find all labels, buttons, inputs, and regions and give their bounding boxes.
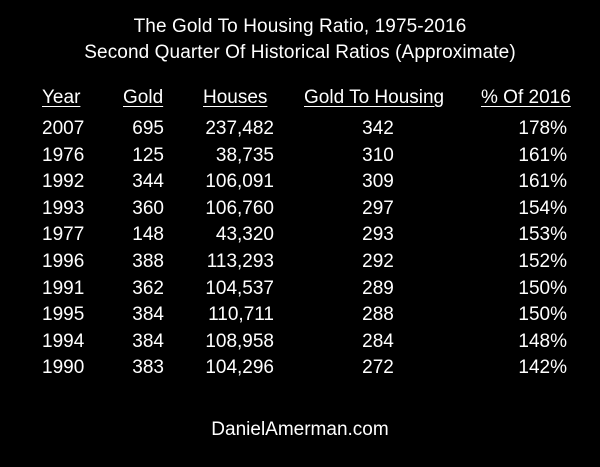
table-cell-gold: 384	[132, 304, 164, 326]
table-cell-year: 1995	[42, 304, 85, 326]
table-cell-ratio: 288	[362, 304, 394, 326]
table-cell-gold: 362	[132, 277, 164, 299]
table-cell-year: 1994	[42, 330, 85, 352]
table-cell-year: 1992	[42, 171, 85, 193]
table-cell-year: 2007	[42, 118, 85, 139]
table-cell-houses: 38,735	[215, 144, 274, 166]
table-cell-houses: 104,296	[205, 357, 274, 379]
table-cell-year: 1996	[42, 251, 85, 272]
table-cell-houses: 106,760	[205, 197, 274, 219]
table-cell-gold: 383	[132, 357, 164, 379]
table-cell-pct: 153%	[518, 224, 567, 246]
table-cell-ratio: 293	[362, 224, 394, 246]
table-cell-gold: 344	[132, 171, 164, 193]
column-header-houses: Houses	[203, 87, 268, 108]
table-cell-pct: 150%	[518, 277, 567, 299]
table-cell-ratio: 289	[362, 277, 394, 299]
table-cell-pct: 161%	[518, 171, 567, 193]
column-header-ratio: Gold To Housing	[304, 87, 445, 108]
table-cell-pct: 161%	[518, 144, 567, 166]
table-cell-houses: 113,293	[206, 251, 274, 272]
table-cell-houses: 104,537	[205, 277, 274, 299]
footer-website: DanielAmerman.com	[211, 419, 389, 440]
table-cell-pct: 154%	[518, 197, 567, 219]
table-cell-pct: 150%	[518, 304, 567, 326]
chart-title-block: The Gold To Housing Ratio, 1975-2016 Sec…	[0, 14, 600, 66]
column-header-year: Year	[42, 87, 81, 108]
table-cell-ratio: 292	[362, 251, 394, 272]
table-cell-gold: 695	[132, 118, 164, 139]
table-cell-houses: 237,482	[205, 118, 274, 139]
table-cell-ratio: 272	[362, 357, 394, 379]
table-cell-gold: 125	[132, 144, 164, 166]
table-cell-pct: 142%	[518, 357, 567, 379]
table-cell-pct: 148%	[518, 330, 567, 352]
table-cell-gold: 384	[132, 330, 164, 352]
table-cell-gold: 148	[132, 224, 164, 246]
table-cell-houses: 43,320	[215, 224, 274, 246]
table-cell-ratio: 310	[362, 144, 394, 166]
table-cell-houses: 108,958	[205, 330, 274, 352]
table-cell-gold: 388	[132, 251, 164, 272]
chart-title: The Gold To Housing Ratio, 1975-2016	[133, 16, 467, 37]
table-cell-gold: 360	[132, 197, 164, 219]
table-cell-ratio: 342	[362, 118, 394, 139]
table-cell-year: 1991	[42, 277, 85, 299]
table-cell-ratio: 297	[362, 197, 394, 219]
table-cell-houses: 110,711	[208, 304, 274, 326]
column-header-pct: % Of 2016	[481, 87, 571, 108]
table-cell-year: 1990	[42, 357, 85, 379]
table-cell-houses: 106,091	[205, 171, 274, 193]
table-cell-ratio: 284	[362, 330, 394, 352]
table-cell-ratio: 309	[362, 171, 394, 193]
chart-subtitle: Second Quarter Of Historical Ratios (App…	[84, 42, 516, 63]
table-cell-year: 1976	[42, 144, 85, 166]
table-cell-year: 1993	[42, 197, 85, 219]
table-cell-year: 1977	[42, 224, 85, 246]
table-cell-pct: 178%	[518, 118, 567, 139]
column-header-gold: Gold	[123, 87, 164, 108]
table-cell-pct: 152%	[518, 251, 567, 272]
